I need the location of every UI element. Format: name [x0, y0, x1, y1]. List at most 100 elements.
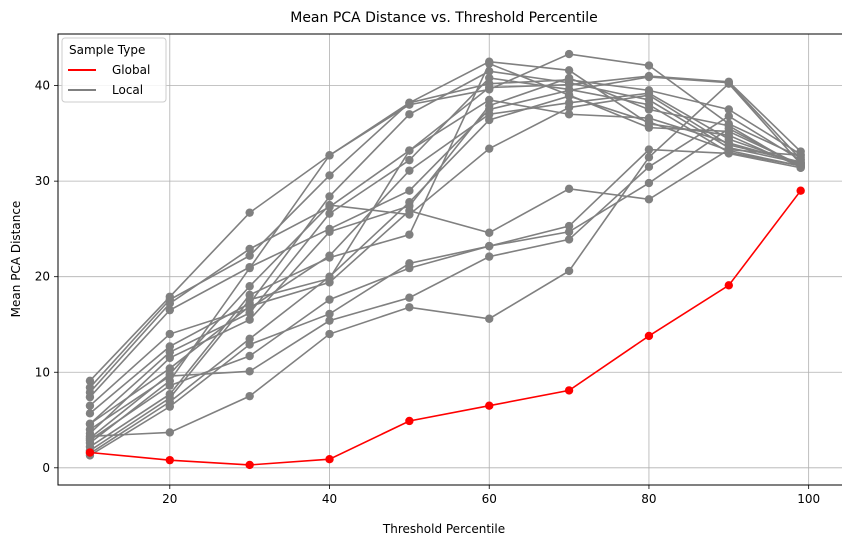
- local-series-line: [89, 77, 801, 425]
- global-series-point: [796, 186, 805, 195]
- local-series-point: [564, 184, 574, 193]
- local-series-point: [405, 197, 414, 207]
- local-series-point: [485, 115, 494, 125]
- local-series-point: [245, 340, 254, 349]
- local-series-point: [165, 353, 175, 363]
- grid-lines: [58, 34, 842, 485]
- local-series-point: [325, 227, 334, 236]
- local-series-point: [325, 200, 334, 210]
- legend-local-label: Local: [112, 83, 143, 97]
- x-tick-label: 20: [162, 492, 177, 506]
- local-series-point: [245, 251, 254, 260]
- local-series-point: [485, 144, 494, 153]
- local-series-point: [644, 105, 654, 114]
- local-series-point: [724, 111, 734, 121]
- local-series-point: [405, 293, 414, 302]
- local-series-point: [644, 61, 654, 70]
- x-tick-label: 100: [797, 492, 820, 506]
- local-series-point: [644, 117, 654, 127]
- local-series-line: [89, 127, 802, 441]
- local-series-point: [245, 367, 254, 376]
- local-series-point: [724, 138, 734, 148]
- local-series-point: [405, 263, 414, 273]
- local-series-point: [85, 401, 95, 410]
- local-series-point: [165, 364, 175, 373]
- local-series-point: [564, 66, 574, 75]
- y-tick-label: 20: [35, 270, 50, 284]
- global-series-point: [724, 281, 734, 290]
- local-series-point: [644, 145, 654, 154]
- local-series-point: [325, 316, 334, 325]
- local-series-point: [644, 195, 654, 204]
- local-series-point: [165, 299, 175, 308]
- local-series-point: [165, 371, 175, 381]
- global-series-point: [405, 416, 414, 426]
- x-tick-label: 60: [482, 492, 497, 506]
- local-series-point: [485, 85, 494, 94]
- global-series-point: [245, 460, 254, 470]
- legend-title: Sample Type: [69, 43, 145, 57]
- local-series-point: [644, 90, 654, 100]
- legend-box: [61, 37, 167, 103]
- local-series-point: [724, 124, 734, 133]
- local-series-point: [405, 100, 414, 109]
- local-series-point: [165, 402, 175, 411]
- global-series-point: [85, 448, 95, 457]
- local-series-point: [325, 278, 334, 287]
- local-series-point: [564, 49, 574, 59]
- local-series-point: [85, 432, 95, 441]
- local-series-point: [644, 72, 654, 82]
- global-series-point: [485, 401, 494, 410]
- local-series-point: [325, 309, 334, 319]
- x-tick-label: 80: [641, 492, 656, 506]
- local-series-point: [165, 305, 175, 315]
- x-axis-label: Threshold Percentile: [382, 522, 505, 536]
- legend: Sample Type Global Local: [61, 37, 167, 103]
- local-series-point: [644, 162, 654, 172]
- local-series-point: [564, 103, 574, 112]
- local-series-point: [485, 252, 494, 261]
- local-series-point: [485, 314, 494, 323]
- local-series-point: [85, 419, 95, 429]
- local-series-point: [564, 110, 574, 119]
- local-series-line: [89, 95, 801, 455]
- local-series-point: [485, 241, 494, 251]
- global-series-point: [165, 455, 175, 465]
- local-series-point: [325, 171, 334, 180]
- local-series-point: [245, 351, 254, 361]
- local-series-point: [325, 192, 334, 201]
- local-series-point: [644, 178, 654, 188]
- local-series-point: [405, 166, 414, 175]
- y-axis-ticks: 0 10 20 30 40: [35, 79, 58, 475]
- local-series-point: [165, 428, 175, 437]
- local-series-point: [325, 329, 334, 339]
- chart-title: Mean PCA Distance vs. Threshold Percenti…: [290, 10, 598, 26]
- local-series-group: [85, 49, 805, 460]
- local-series-point: [85, 392, 95, 402]
- y-tick-label: 10: [35, 365, 50, 379]
- y-tick-label: 30: [35, 174, 50, 188]
- local-series-point: [405, 110, 414, 119]
- local-series-point: [724, 105, 734, 114]
- local-series-point: [796, 159, 805, 169]
- local-series-point: [245, 263, 254, 273]
- y-tick-label: 0: [42, 461, 50, 475]
- local-series-point: [245, 302, 254, 311]
- local-series-point: [405, 155, 414, 165]
- global-series-point: [564, 386, 574, 395]
- local-series-point: [245, 315, 254, 324]
- local-series-line: [89, 77, 802, 434]
- local-series-point: [245, 295, 254, 304]
- local-series-point: [245, 282, 254, 291]
- local-series-point: [564, 227, 574, 236]
- local-series-point: [325, 151, 334, 160]
- local-series-line: [89, 76, 802, 398]
- local-series-line: [89, 99, 801, 452]
- local-series-point: [796, 151, 805, 160]
- local-series-point: [564, 91, 574, 101]
- local-series-point: [245, 244, 254, 254]
- local-series-point: [325, 209, 334, 218]
- local-series-point: [245, 208, 254, 217]
- global-series-line: [89, 190, 802, 466]
